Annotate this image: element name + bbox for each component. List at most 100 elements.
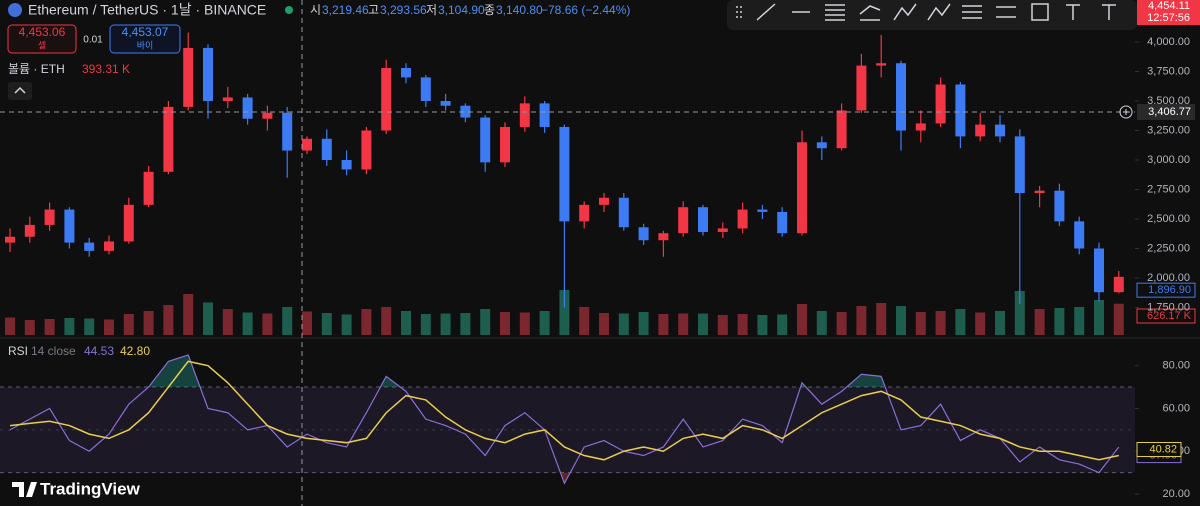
text-tool[interactable] (1066, 4, 1080, 20)
y-tick-label: 3,500.00 (1147, 95, 1190, 107)
trendline-tool[interactable] (756, 3, 776, 21)
volume-bar (361, 309, 372, 335)
rsi-legend-value: 42.80 (120, 344, 150, 358)
candle-body (658, 233, 669, 241)
volume-bar (519, 312, 530, 335)
y-tick-label: 2,750.00 (1147, 183, 1190, 195)
candle-body (1054, 190, 1065, 222)
candle-body (104, 241, 114, 251)
crosshair-label: 3,406.77 (1148, 106, 1191, 118)
symbol-title[interactable]: Ethereum / TetherUS · 1날 · BINANCE (28, 2, 266, 18)
ohlc-value: 3,140.80 (496, 3, 543, 17)
buy-price[interactable]: 4,453.07 (122, 25, 169, 39)
volume-bar (955, 309, 966, 335)
volume-bar (638, 312, 649, 335)
spread: 0.01 (83, 35, 103, 46)
volume-bar (995, 311, 1005, 335)
ohlc-legend: 시 3,219.46 고 3,293.56 저 3,104.90 종 3,140.80 (310, 3, 543, 17)
toolbar-handle[interactable] (736, 6, 742, 18)
volume-bar (440, 313, 451, 335)
pitchfork-tool[interactable] (859, 5, 881, 21)
candle-body (282, 112, 293, 151)
candle-body (143, 171, 154, 205)
volume-bar (460, 313, 471, 335)
candle-body (480, 117, 491, 163)
oversold-fill (10, 472, 1119, 484)
buy-button[interactable] (109, 24, 181, 54)
volume-bar (915, 312, 926, 335)
candle-body (559, 126, 570, 222)
y-tick-label: 80.00 (1162, 360, 1190, 372)
last-price-box (1136, 282, 1196, 298)
candle-body (440, 101, 451, 106)
range-tool[interactable] (996, 6, 1016, 18)
candle-body (1074, 221, 1085, 249)
symbol-icon[interactable] (8, 3, 22, 17)
volume-bar (143, 311, 154, 335)
volume-bar (341, 314, 352, 335)
volume-bar (599, 313, 609, 335)
volume-bar (1094, 300, 1104, 335)
candle-body (401, 67, 411, 78)
y-tick-label: 2,250.00 (1147, 242, 1190, 254)
sell-price[interactable]: 4,453.06 (19, 25, 66, 39)
live-price: 4,454.11 (1148, 0, 1190, 12)
candle-body (618, 197, 629, 228)
volume-bar (717, 315, 728, 335)
pattern-tool[interactable] (893, 3, 917, 21)
candle-body (242, 97, 253, 119)
logo-icon[interactable] (12, 482, 37, 497)
candle-body (1094, 248, 1104, 293)
candle-body (698, 207, 708, 232)
candle-body (500, 126, 510, 163)
volume-bar (321, 313, 332, 335)
text-size-tool[interactable] (1102, 4, 1116, 20)
candle-body (579, 204, 590, 222)
volume-bar (618, 313, 629, 335)
rsi-line (9, 360, 1119, 461)
sell-button[interactable] (7, 24, 77, 54)
candle-body (64, 209, 75, 243)
candle-body (44, 209, 55, 225)
rsi-marker-box (1136, 441, 1182, 457)
candle-body (717, 228, 728, 232)
candle-body (995, 124, 1005, 137)
volume-bar (975, 312, 986, 335)
candle-body (836, 110, 847, 149)
volume-bar (44, 319, 55, 335)
ohlc-key: 고 (368, 3, 379, 17)
volume-bar (579, 307, 590, 335)
channel-tool[interactable] (825, 4, 845, 21)
chevron-icon (14, 86, 26, 94)
candle-body (678, 207, 689, 234)
y-tick-label: 3,250.00 (1147, 124, 1190, 136)
plus-icon (1123, 109, 1129, 116)
logo-text[interactable]: TradingView (40, 479, 141, 498)
last-price-label: 1,896.90 (1148, 284, 1191, 296)
rectangle-tool[interactable] (1031, 3, 1049, 21)
volume-bar (777, 314, 788, 335)
add-alert-button[interactable] (1119, 105, 1133, 119)
candle-body (5, 236, 15, 243)
volume-bar (1074, 307, 1085, 335)
y-tick-label: 4,000.00 (1147, 36, 1190, 48)
abcd-tool[interactable] (927, 3, 951, 21)
candle-body (321, 138, 332, 161)
volume-bar (539, 311, 550, 335)
volume-bar (242, 312, 253, 335)
sell-label[interactable]: 셀 (38, 40, 46, 50)
collapse-button[interactable] (8, 82, 32, 100)
candle-body (955, 84, 966, 137)
volume-marker: 626.17 K (1147, 310, 1192, 322)
volume-bar (757, 315, 768, 335)
fib-tool[interactable] (962, 5, 982, 19)
ohlc-key: 시 (310, 3, 321, 17)
candle-body (737, 209, 748, 229)
volume-bar (559, 290, 570, 335)
volume-bar (222, 309, 233, 335)
buy-label[interactable]: 바이 (137, 40, 154, 50)
market-status[interactable] (285, 6, 293, 14)
candle-body (302, 138, 312, 151)
volume-bar (401, 311, 411, 335)
